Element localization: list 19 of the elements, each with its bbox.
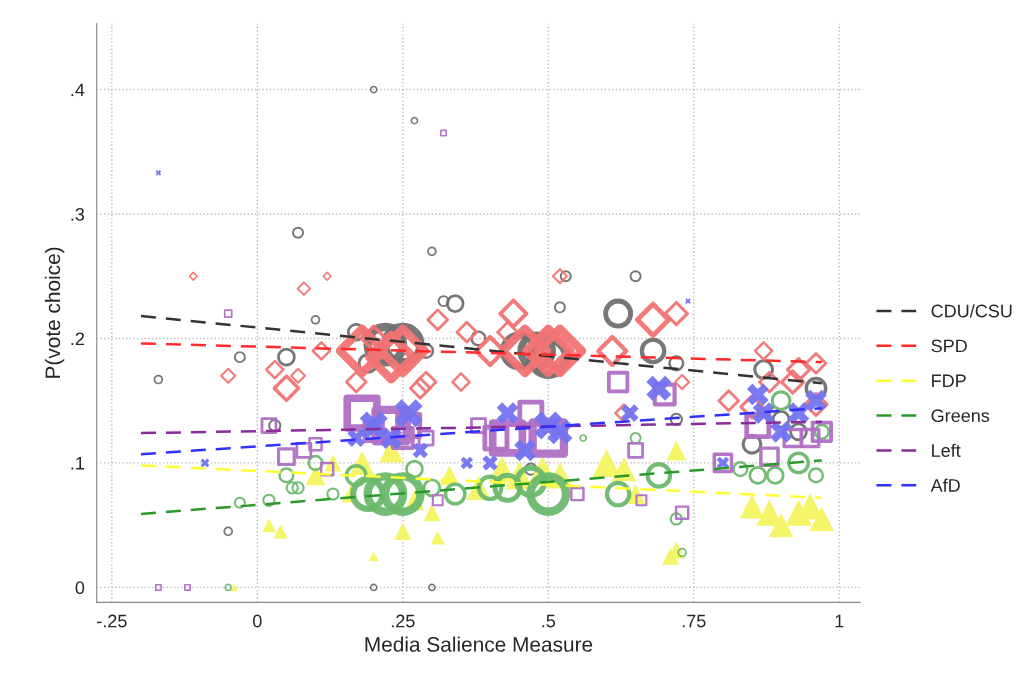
- legend-label: SPD: [931, 339, 967, 353]
- legend-label: AfD: [930, 478, 960, 492]
- legend-label: Greens: [931, 409, 990, 423]
- x-tick-label: 1: [835, 614, 844, 628]
- x-tick-label: .5: [542, 614, 556, 628]
- y-axis-title: P(vote choice): [44, 247, 65, 378]
- y-tick-label: .1: [71, 457, 85, 470]
- y-tick-label: .2: [71, 332, 84, 345]
- x-tick-label: -.25: [97, 614, 127, 628]
- x-tick-label: 0: [253, 614, 262, 628]
- x-axis-title: Media Salience Measure: [365, 636, 593, 652]
- y-tick-label: .4: [71, 83, 85, 97]
- x-tick-label: .25: [391, 614, 415, 628]
- legend-label: CDU/CSU: [931, 304, 1012, 318]
- y-tick-label: .3: [71, 207, 85, 221]
- y-tick-label: 0: [75, 581, 85, 595]
- legend-label: Left: [932, 443, 961, 457]
- legend-label: FDP: [932, 374, 966, 387]
- x-tick-label: .75: [682, 614, 706, 628]
